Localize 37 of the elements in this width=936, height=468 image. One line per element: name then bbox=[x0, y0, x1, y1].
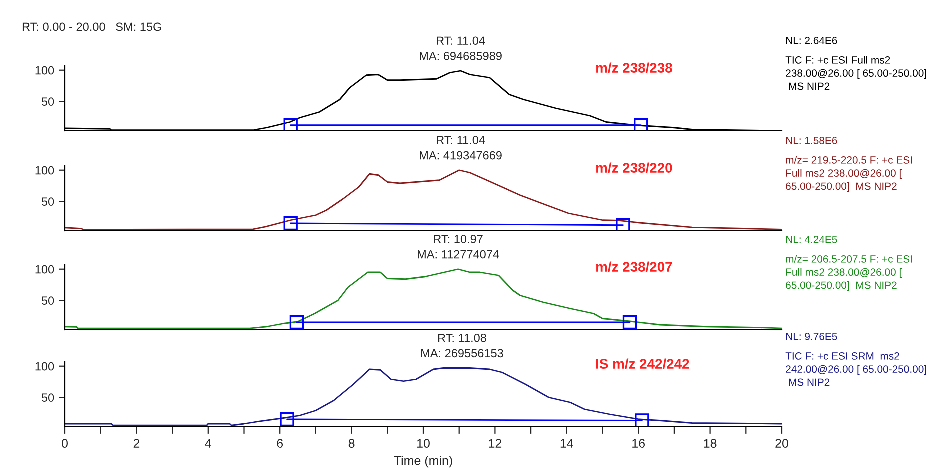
annotation: RT: 11.04 MA: 694685989 bbox=[420, 36, 502, 60]
text: m/z= 219.5-220.5 F: +c ESI Full ms2 238.00@26.00 [ 65.00-250.00] MS NIP2 bbox=[786, 156, 912, 192]
x-tick-label: 18 bbox=[704, 439, 717, 448]
chart-title: m/z 238/238 bbox=[596, 62, 672, 74]
x-tick-label: 16 bbox=[632, 439, 646, 448]
chart-title: m/z 238/220 bbox=[596, 162, 672, 174]
y-tick-label: 100 bbox=[36, 265, 54, 274]
annotation: RT: 11.04 MA: 419347669 bbox=[420, 136, 502, 160]
x-tick-label: 6 bbox=[277, 439, 284, 448]
x-tick-label: 12 bbox=[489, 439, 502, 448]
text: NL: 9.76E5 bbox=[786, 333, 838, 340]
annotation: RT: 10.97 MA: 112774074 bbox=[418, 235, 500, 259]
x-tick-label: 2 bbox=[134, 439, 140, 448]
x-tick-label: 8 bbox=[348, 439, 355, 448]
text: m/z= 206.5-207.5 F: +c ESI Full ms2 238.00@26.00 [ 65.00-250.00] MS NIP2 bbox=[786, 255, 912, 292]
x-tick-label: 4 bbox=[205, 439, 212, 448]
y-tick-label: 100 bbox=[36, 66, 54, 75]
x-tick-label: 10 bbox=[418, 439, 430, 448]
text: TIC F: +c ESI Full ms2 238.00@26.00 [ 65.00-250.00] MS NIP2 bbox=[786, 56, 926, 90]
x-tick-label: 20 bbox=[776, 439, 788, 448]
annotation: RT: 11.08 MA: 269556153 bbox=[422, 334, 504, 358]
y-tick-label: 100 bbox=[36, 166, 54, 175]
x-tick-label: 0 bbox=[62, 439, 68, 448]
y-tick-label: 50 bbox=[42, 296, 54, 306]
text: TIC F: +c ESI SRM ms2 242.00@26.00 [ 65.00-250.00] MS NIP2 bbox=[786, 352, 926, 386]
y-tick-label: 50 bbox=[42, 394, 54, 402]
chart-title: IS m/z 242/242 bbox=[596, 358, 690, 370]
y-tick-label: 100 bbox=[36, 362, 54, 371]
text: NL: 4.24E5 bbox=[786, 236, 838, 244]
y-tick-label: 50 bbox=[42, 198, 54, 206]
chart-subtitle: RT: 0.00 - 20.00 SM: 15G bbox=[22, 22, 162, 32]
chart-title: m/z 238/207 bbox=[596, 262, 672, 272]
y-tick-label: 50 bbox=[42, 98, 54, 106]
text: NL: 1.58E6 bbox=[786, 137, 838, 144]
text: NL: 2.64E6 bbox=[786, 37, 838, 44]
x-axis-title: Time (min) bbox=[394, 456, 452, 468]
x-tick-label: 14 bbox=[560, 439, 574, 448]
